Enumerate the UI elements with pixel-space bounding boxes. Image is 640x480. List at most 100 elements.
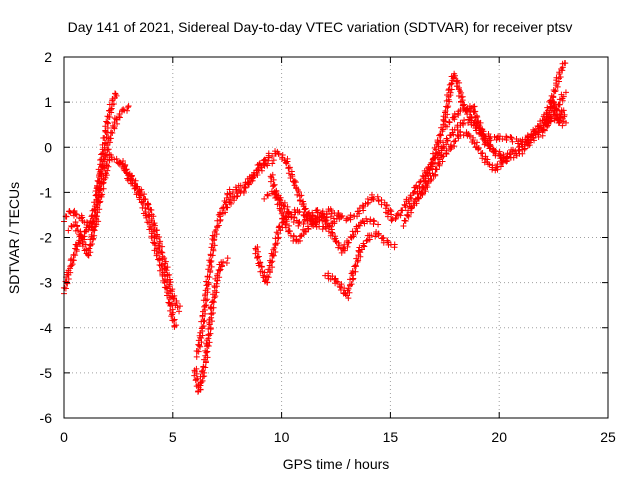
data-point (105, 146, 112, 153)
data-point (222, 201, 229, 208)
data-point (209, 232, 216, 239)
data-point (470, 134, 477, 141)
data-point (300, 200, 307, 207)
data-point (113, 116, 120, 123)
data-point (91, 206, 98, 213)
data-point (515, 148, 522, 155)
data-point (440, 153, 447, 160)
data-point (85, 226, 92, 233)
data-point (208, 263, 215, 270)
data-point (309, 211, 316, 218)
y-tick-label: 1 (44, 94, 52, 110)
data-point (368, 232, 375, 239)
data-point (560, 118, 567, 125)
data-point (282, 224, 289, 231)
data-point (295, 220, 302, 227)
data-point (530, 126, 537, 133)
data-point (325, 223, 332, 230)
data-point (531, 128, 538, 135)
data-point (459, 102, 466, 109)
data-point (204, 273, 211, 280)
data-point (147, 223, 154, 230)
data-point (521, 141, 528, 148)
data-point (290, 219, 297, 226)
data-point (220, 258, 227, 265)
data-point (207, 251, 214, 258)
data-point (278, 210, 285, 217)
data-point (436, 132, 443, 139)
data-point (421, 185, 428, 192)
data-point (516, 150, 523, 157)
data-point (443, 103, 450, 110)
data-point (102, 152, 109, 159)
data-point (148, 216, 155, 223)
data-point (482, 139, 489, 146)
data-point (202, 287, 209, 294)
data-point (408, 203, 415, 210)
data-point (294, 187, 301, 194)
data-point (204, 337, 211, 344)
data-point (455, 135, 462, 142)
data-point (451, 113, 458, 120)
data-point (101, 176, 108, 183)
data-markers (60, 60, 569, 395)
data-point (200, 318, 207, 325)
data-point (338, 249, 345, 256)
data-point (197, 329, 204, 336)
data-point (385, 207, 392, 214)
data-point (81, 236, 88, 243)
data-point (211, 294, 218, 301)
data-point (156, 244, 163, 251)
data-point (74, 227, 81, 234)
data-point (229, 189, 236, 196)
data-point (542, 120, 549, 127)
data-point (83, 250, 90, 257)
data-point (448, 80, 455, 87)
data-point (282, 221, 289, 228)
data-point (454, 124, 461, 131)
y-tick-label: -1 (40, 184, 53, 200)
data-point (269, 264, 276, 271)
data-point (205, 279, 212, 286)
data-point (162, 258, 169, 265)
data-point (68, 255, 75, 262)
data-point (279, 215, 286, 222)
data-point (226, 186, 233, 193)
data-point (493, 164, 500, 171)
data-point (109, 95, 116, 102)
data-point (384, 213, 391, 220)
data-point (167, 302, 174, 309)
data-point (259, 272, 266, 279)
data-point (343, 215, 350, 222)
data-point (155, 242, 162, 249)
data-point (364, 218, 371, 225)
data-point (367, 216, 374, 223)
data-point (404, 211, 411, 218)
data-point (401, 201, 408, 208)
data-point (293, 236, 300, 243)
data-point (199, 308, 206, 315)
data-point (138, 186, 145, 193)
data-point (85, 247, 92, 254)
data-point (437, 131, 444, 138)
data-point (193, 353, 200, 360)
data-point (334, 279, 341, 286)
data-point (201, 317, 208, 324)
data-point (70, 221, 77, 228)
data-point (489, 166, 496, 173)
data-point (74, 222, 81, 229)
data-point (503, 158, 510, 165)
data-point (471, 140, 478, 147)
data-point (142, 196, 149, 203)
data-point (216, 267, 223, 274)
data-point (105, 114, 112, 121)
data-point (279, 152, 286, 159)
data-point (269, 183, 276, 190)
data-point (166, 276, 173, 283)
data-point (461, 117, 468, 124)
data-point (329, 229, 336, 236)
data-point (439, 128, 446, 135)
data-point (119, 163, 126, 170)
data-point (437, 137, 444, 144)
data-point (275, 234, 282, 241)
